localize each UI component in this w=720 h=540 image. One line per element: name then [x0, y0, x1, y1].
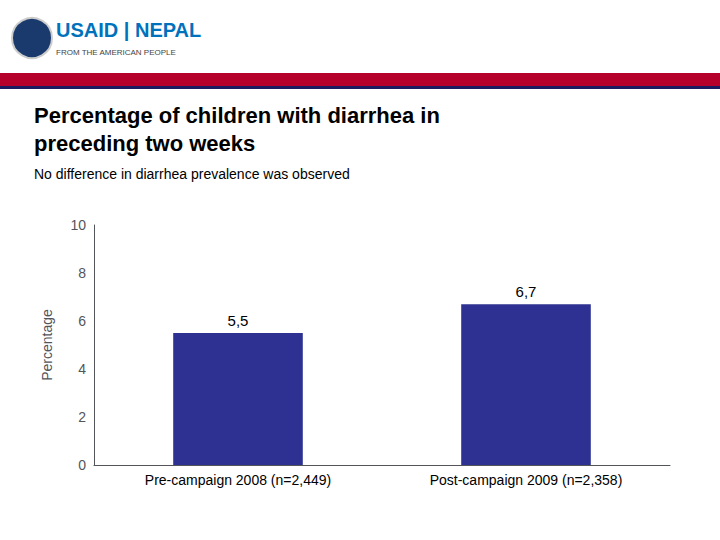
svg-text:0: 0: [78, 457, 86, 473]
svg-text:Percentage of children with di: Percentage of children with diarrhea in: [34, 103, 440, 128]
svg-text:No difference in diarrhea prev: No difference in diarrhea prevalence was…: [34, 166, 350, 182]
svg-text:6,7: 6,7: [516, 283, 537, 300]
svg-text:Post-campaign 2009 (n=2,358): Post-campaign 2009 (n=2,358): [430, 472, 623, 488]
svg-text:2: 2: [78, 409, 86, 425]
svg-text:Pre-campaign 2008 (n=2,449): Pre-campaign 2008 (n=2,449): [145, 472, 331, 488]
svg-text:8: 8: [78, 265, 86, 281]
svg-text:USAID | NEPAL: USAID | NEPAL: [56, 19, 201, 41]
svg-text:Percentage: Percentage: [39, 309, 55, 381]
svg-text:4: 4: [78, 361, 86, 377]
svg-text:preceding two weeks: preceding two weeks: [34, 131, 255, 156]
svg-text:FROM THE AMERICAN PEOPLE: FROM THE AMERICAN PEOPLE: [56, 48, 176, 57]
svg-text:10: 10: [70, 217, 86, 233]
svg-text:6: 6: [78, 313, 86, 329]
svg-text:5,5: 5,5: [228, 312, 249, 329]
